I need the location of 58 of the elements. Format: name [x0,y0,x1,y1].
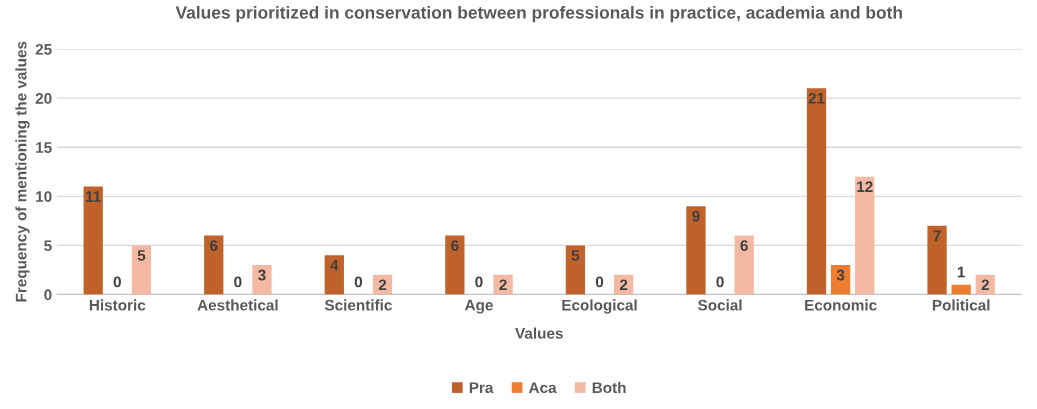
legend-label: Aca [528,382,557,394]
data-label: 2 [499,279,507,291]
data-label: 4 [330,259,339,271]
y-tick-label: 25 [35,43,52,55]
data-label: 11 [86,191,101,202]
data-label: 3 [836,269,845,281]
bar [131,245,152,295]
bar [951,284,971,295]
x-tick-label: Economic [805,299,877,311]
bar [83,186,103,295]
bar [855,176,875,295]
bar [445,235,465,295]
x-tick-label: Scientific [324,299,392,311]
legend-label: Both [592,381,626,394]
data-label: 5 [571,250,580,261]
data-label: 6 [740,240,748,251]
data-label: 0 [595,276,604,288]
bar [252,265,272,295]
x-tick-label: Historic [89,299,146,311]
data-label: 9 [692,210,700,222]
data-label: 1 [957,266,965,278]
x-tick-label: Social [698,299,742,311]
y-tick-label: 20 [35,93,52,104]
x-tick-label: Political [932,299,990,311]
data-label: 12 [857,181,873,192]
data-label: 2 [981,279,989,291]
bar [686,206,706,295]
bar [927,225,947,295]
data-label: 5 [137,250,146,261]
data-label: 21 [808,92,825,104]
bar [830,265,851,295]
data-label: 2 [619,279,628,291]
data-label: 0 [113,276,121,288]
y-tick-label: 15 [36,142,52,153]
data-label: 7 [933,230,941,242]
data-label: 0 [475,276,483,288]
y-axis-title: Frequency of mentioning the values [15,41,30,302]
x-tick-label: Aesthetical [197,299,278,311]
legend-label: Pra [469,382,494,394]
data-label: 0 [354,276,363,288]
data-label: 6 [451,240,459,251]
bar [324,255,344,295]
x-tick-label: Ecological [562,299,637,314]
data-label: 0 [234,276,242,288]
bar [565,245,586,295]
y-tick-label: 0 [44,289,52,301]
data-label: 6 [210,240,218,251]
x-tick-label: Age [464,299,493,314]
bar [734,235,754,295]
y-tick-label: 5 [44,240,52,252]
y-tick-label: 10 [36,191,52,203]
data-label: 0 [716,276,724,288]
chart-title: Values prioritized in conservation between professionals in practice, academia and both [175,5,902,23]
x-axis-title: Values [515,327,563,339]
data-label: 3 [258,269,266,281]
bar [204,235,224,295]
data-label: 2 [378,279,387,291]
bar [806,88,827,295]
